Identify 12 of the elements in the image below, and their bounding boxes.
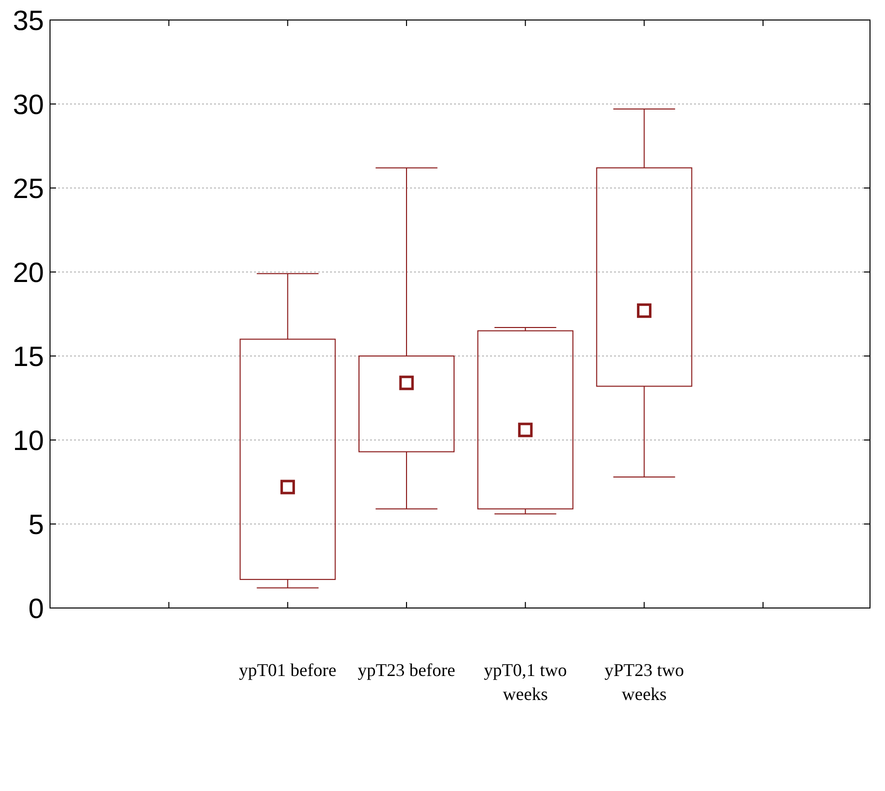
y-tick-label: 5 (28, 508, 44, 540)
y-tick-label: 30 (12, 88, 44, 120)
y-tick-label: 20 (12, 256, 44, 288)
y-tick-label: 15 (12, 340, 44, 372)
x-tick-label: yPT23 two weeks (604, 660, 684, 704)
y-tick-label: 10 (12, 424, 44, 456)
x-tick-label: ypT01 before (238, 660, 336, 680)
y-tick-label: 35 (12, 4, 44, 36)
y-tick-label: 0 (28, 592, 44, 624)
y-tick-label: 25 (12, 172, 44, 204)
x-tick-label: ypT23 before (358, 660, 456, 680)
x-tick-label: ypT0,1 two weeks (484, 660, 567, 704)
